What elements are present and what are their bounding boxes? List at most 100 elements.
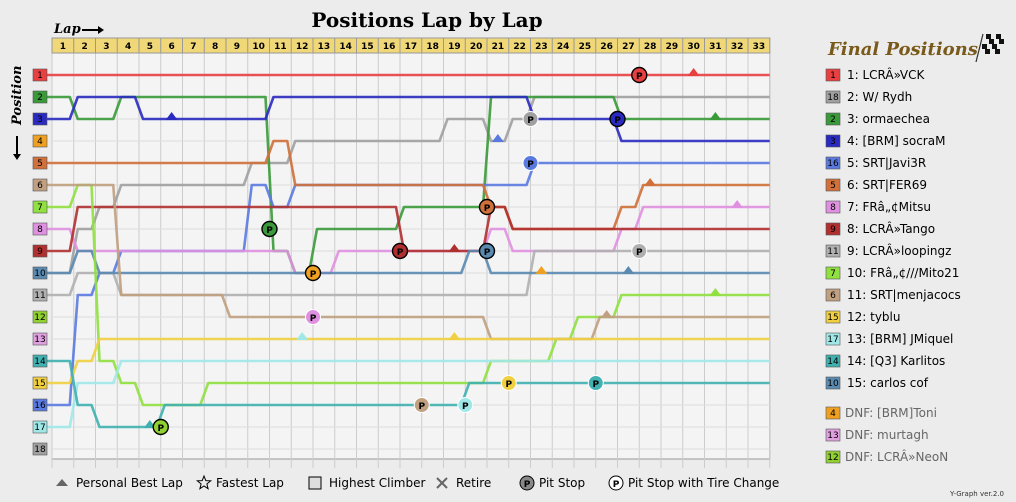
pit-stop-letter: P bbox=[527, 160, 534, 170]
lap-tick-label: 7 bbox=[190, 42, 196, 52]
pit-stop-marker bbox=[457, 397, 474, 413]
final-driver-label: 14: [Q3] Karlitos bbox=[847, 354, 945, 368]
pit-stop-letter: P bbox=[484, 204, 491, 214]
dnf-position-number: 12 bbox=[827, 453, 838, 463]
pit-circle bbox=[608, 475, 624, 491]
flag-square bbox=[995, 49, 1000, 54]
x-axis-label: Lap bbox=[53, 22, 81, 37]
final-driver-label: 12: tyblu bbox=[847, 310, 901, 324]
pit-stop-letter: P bbox=[310, 270, 317, 280]
final-position-number: 7 bbox=[830, 269, 836, 279]
lap-tick-label: 14 bbox=[339, 42, 352, 52]
start-position-box bbox=[32, 376, 48, 390]
final-position-box bbox=[825, 156, 841, 170]
lap-tick-label: 8 bbox=[212, 42, 218, 52]
start-position-box bbox=[32, 178, 48, 192]
position-line bbox=[44, 139, 770, 231]
start-position-number: 14 bbox=[34, 357, 46, 367]
personal-best-lap-marker bbox=[600, 310, 613, 318]
flag-square bbox=[985, 49, 990, 54]
start-position-box bbox=[32, 442, 48, 456]
pit-stop-letter: P bbox=[527, 116, 534, 126]
final-position-box bbox=[825, 68, 841, 82]
pit-stop-letter: P bbox=[614, 116, 621, 126]
start-position-box bbox=[32, 420, 48, 434]
final-driver-label: 11: SRT|menjacocs bbox=[847, 288, 961, 302]
final-driver-label: 10: FRâ„¢///Mito21 bbox=[847, 266, 959, 280]
lap-tick-label: 22 bbox=[513, 42, 526, 52]
personal-best-lap-marker bbox=[165, 112, 178, 120]
flag-square bbox=[992, 44, 997, 49]
lap-tick-label: 30 bbox=[687, 42, 700, 52]
pit-stop-letter: P bbox=[636, 72, 643, 82]
dnf-driver-label: DNF: [BRM]Toni bbox=[845, 406, 937, 420]
start-position-number: 2 bbox=[37, 93, 43, 103]
start-position-number: 4 bbox=[37, 137, 43, 147]
start-position-box bbox=[32, 68, 48, 82]
position-line bbox=[44, 95, 770, 143]
pit-stop-letter: P bbox=[397, 248, 404, 258]
dnf-driver-label: DNF: LCRÂ»NeoN bbox=[845, 449, 948, 464]
flag-square bbox=[996, 34, 1001, 39]
final-position-number: 9 bbox=[830, 225, 836, 235]
final-position-number: 5 bbox=[830, 181, 836, 191]
start-position-number: 8 bbox=[37, 225, 43, 235]
y-axis-label: Position bbox=[10, 66, 25, 126]
start-position-box bbox=[32, 222, 48, 236]
lap-tick-label: 15 bbox=[361, 42, 374, 52]
checkered-flag-icon bbox=[975, 33, 1004, 63]
final-driver-label: 13: [BRM] JMiquel bbox=[847, 332, 953, 346]
legend-label: Pit Stop with Tire Change bbox=[628, 476, 779, 490]
start-position-number: 7 bbox=[37, 203, 43, 213]
chart-title: Positions Lap by Lap bbox=[311, 8, 542, 32]
lap-tick-label: 12 bbox=[296, 42, 309, 52]
final-position-box bbox=[825, 332, 841, 346]
legend: Personal Best Lap Fastest Lap Highest Clim… bbox=[56, 474, 779, 491]
legend-label: Fastest Lap bbox=[216, 476, 284, 490]
start-position-box bbox=[32, 244, 48, 258]
retire-stroke bbox=[436, 477, 448, 489]
pit-stop-marker bbox=[261, 220, 278, 238]
personal-best-lap-marker bbox=[491, 134, 504, 142]
lap-tick-label: 2 bbox=[81, 42, 87, 52]
lap-tick-label: 3 bbox=[103, 42, 109, 52]
highest-climber-icon bbox=[308, 476, 322, 490]
final-position-number: 16 bbox=[827, 159, 839, 169]
fastest-lap-icon bbox=[195, 474, 213, 490]
dnf-driver-label: DNF: murtagh bbox=[845, 428, 929, 442]
final-position-box bbox=[825, 200, 841, 214]
x-axis-arrow-icon bbox=[82, 26, 104, 34]
start-position-box bbox=[32, 266, 48, 280]
final-position-box bbox=[825, 288, 841, 302]
final-position-number: 18 bbox=[827, 93, 839, 103]
flag-pole bbox=[975, 33, 984, 63]
personal-best-lap-marker bbox=[622, 266, 635, 274]
final-position-number: 15 bbox=[827, 313, 838, 323]
start-position-number: 11 bbox=[34, 291, 45, 301]
y-axis-arrow-icon bbox=[13, 136, 21, 160]
final-driver-label: 6: SRT|FER69 bbox=[847, 178, 927, 192]
lap-tick-label: 17 bbox=[405, 42, 418, 52]
start-position-number: 5 bbox=[37, 159, 43, 169]
lap-tick-label: 6 bbox=[168, 42, 174, 52]
final-driver-label: 7: FRâ„¢Mitsu bbox=[847, 200, 931, 214]
pit-stop-marker bbox=[631, 66, 648, 84]
final-position-box bbox=[825, 266, 841, 280]
lap-tick-label: 25 bbox=[579, 42, 592, 52]
start-position-box bbox=[32, 288, 48, 302]
lap-tick-label: 1 bbox=[60, 42, 66, 52]
pit-stop-marker bbox=[478, 198, 496, 216]
start-position-box bbox=[32, 112, 48, 126]
lap-tick-label: 33 bbox=[753, 42, 766, 52]
start-position-box bbox=[32, 200, 48, 214]
start-position-box bbox=[32, 134, 48, 148]
pit-stop-marker bbox=[152, 418, 169, 436]
personal-best-lap-marker bbox=[709, 112, 722, 120]
pit-stop-marker bbox=[609, 110, 626, 128]
final-position-number: 10 bbox=[827, 379, 839, 389]
lap-tick-label: 26 bbox=[600, 42, 613, 52]
personal-best-lap-marker bbox=[644, 178, 657, 186]
lap-tick-label: 32 bbox=[731, 42, 744, 52]
legend-label: Pit Stop bbox=[539, 476, 585, 490]
pit-stop-marker bbox=[413, 397, 430, 413]
